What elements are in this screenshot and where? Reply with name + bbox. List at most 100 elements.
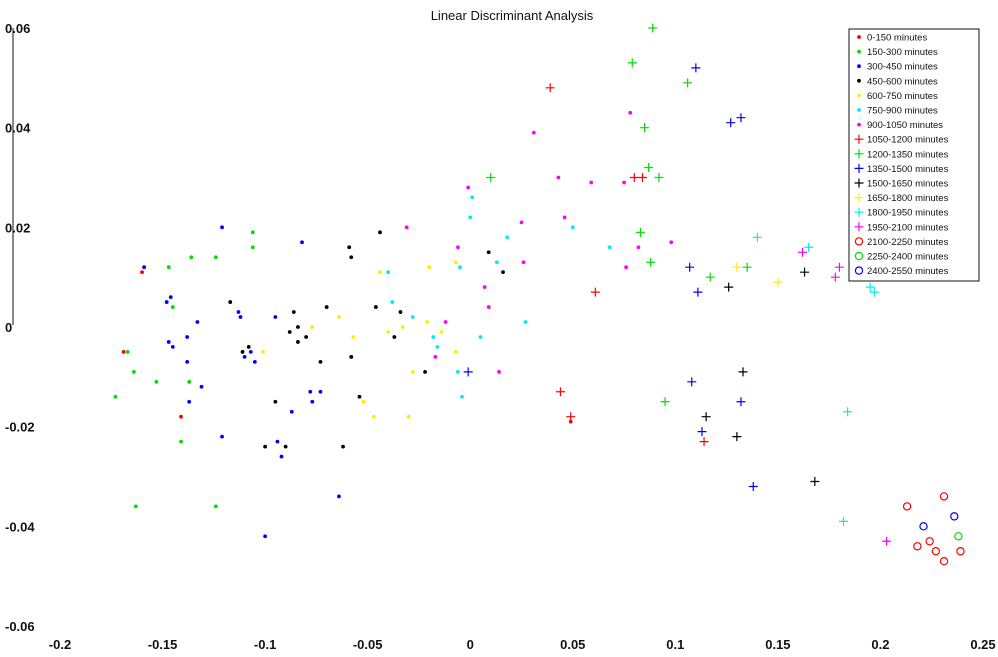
data-point bbox=[273, 399, 278, 404]
data-point bbox=[261, 350, 265, 354]
data-point bbox=[839, 516, 849, 526]
data-point bbox=[273, 315, 278, 319]
data-point bbox=[800, 267, 810, 277]
legend-label: 1650-1800 minutes bbox=[867, 193, 949, 204]
data-point bbox=[242, 355, 247, 359]
data-point bbox=[199, 384, 204, 389]
data-point bbox=[125, 350, 130, 354]
data-point bbox=[660, 397, 670, 407]
data-point bbox=[154, 379, 159, 384]
data-point bbox=[460, 394, 464, 399]
x-tick-label: 0 bbox=[467, 637, 474, 652]
data-point bbox=[410, 369, 415, 374]
data-point bbox=[168, 295, 173, 299]
data-point bbox=[263, 534, 268, 539]
data-point bbox=[170, 345, 175, 349]
legend-label: 600-750 minutes bbox=[867, 91, 938, 102]
data-point bbox=[423, 369, 427, 374]
data-point bbox=[337, 494, 341, 499]
data-point bbox=[179, 439, 183, 444]
data-point bbox=[478, 335, 483, 339]
data-point bbox=[113, 394, 118, 399]
data-point bbox=[287, 330, 292, 334]
data-point bbox=[736, 397, 746, 407]
legend-label: 750-900 minutes bbox=[867, 106, 938, 117]
data-point bbox=[463, 367, 473, 377]
legend-marker bbox=[854, 193, 864, 203]
data-point bbox=[213, 255, 218, 260]
data-point bbox=[470, 195, 475, 200]
data-point bbox=[902, 502, 912, 511]
data-point bbox=[140, 270, 144, 275]
data-point bbox=[456, 369, 460, 374]
x-tick-label: 0.1 bbox=[666, 637, 684, 652]
legend-label: 150-300 minutes bbox=[867, 47, 938, 58]
data-point bbox=[748, 481, 758, 491]
legend: 0-150 minutes 150-300 minutes 300-450 minu… bbox=[848, 28, 980, 282]
data-point bbox=[220, 434, 224, 439]
data-point bbox=[427, 265, 432, 270]
data-point bbox=[310, 399, 315, 404]
data-point bbox=[283, 444, 288, 449]
data-point bbox=[386, 270, 391, 275]
legend-marker bbox=[857, 64, 861, 69]
legend-label: 450-600 minutes bbox=[867, 76, 938, 87]
data-point bbox=[248, 350, 253, 354]
data-point bbox=[443, 320, 448, 324]
data-point bbox=[505, 235, 510, 240]
data-point bbox=[121, 350, 126, 354]
data-point bbox=[318, 389, 323, 394]
data-point bbox=[497, 369, 501, 374]
data-point bbox=[164, 300, 169, 304]
data-point bbox=[185, 359, 190, 364]
data-point bbox=[439, 330, 444, 334]
y-tick-label: -0.04 bbox=[5, 519, 35, 534]
data-point bbox=[263, 444, 268, 449]
data-point bbox=[501, 270, 505, 275]
data-point bbox=[371, 414, 376, 419]
data-point bbox=[738, 367, 748, 377]
data-point bbox=[296, 340, 300, 344]
data-point bbox=[494, 260, 499, 265]
data-point bbox=[347, 245, 352, 250]
y-tick-label: 0.04 bbox=[5, 121, 31, 136]
data-point bbox=[869, 287, 879, 297]
data-point bbox=[361, 399, 366, 404]
x-tick-label: -0.2 bbox=[49, 637, 71, 652]
data-point bbox=[308, 389, 313, 394]
x-tick-label: 0.25 bbox=[970, 637, 995, 652]
data-point bbox=[570, 225, 575, 230]
data-point bbox=[752, 232, 762, 242]
data-point bbox=[950, 512, 959, 521]
data-point bbox=[187, 399, 192, 404]
legend-label: 0-150 minutes bbox=[867, 33, 927, 44]
data-point bbox=[189, 255, 194, 260]
data-point bbox=[555, 387, 565, 397]
data-point bbox=[250, 245, 255, 250]
data-point bbox=[693, 287, 703, 297]
data-point bbox=[238, 315, 243, 319]
data-point bbox=[324, 305, 329, 309]
legend-box bbox=[848, 28, 980, 282]
data-point bbox=[482, 285, 487, 290]
data-point bbox=[275, 439, 280, 444]
data-point bbox=[701, 412, 711, 422]
x-tick-label: -0.05 bbox=[353, 637, 383, 652]
data-point bbox=[622, 180, 626, 185]
x-axis-ticks: -0.2 -0.15 -0.1 -0.05 0 0.05 0.1 0.15 0.2 0.25 bbox=[49, 637, 996, 652]
data-point bbox=[351, 335, 356, 339]
data-point bbox=[425, 320, 430, 324]
data-point bbox=[732, 262, 742, 272]
data-point bbox=[386, 330, 391, 334]
data-point bbox=[187, 379, 192, 384]
data-point bbox=[628, 110, 633, 115]
legend-label: 1350-1500 minutes bbox=[867, 164, 949, 175]
legend-marker bbox=[854, 134, 864, 144]
data-point bbox=[669, 240, 674, 245]
x-tick-label: -0.15 bbox=[148, 637, 178, 652]
data-point bbox=[318, 359, 323, 364]
legend-marker bbox=[857, 35, 861, 39]
legend-marker bbox=[857, 93, 861, 98]
data-point bbox=[337, 315, 341, 319]
